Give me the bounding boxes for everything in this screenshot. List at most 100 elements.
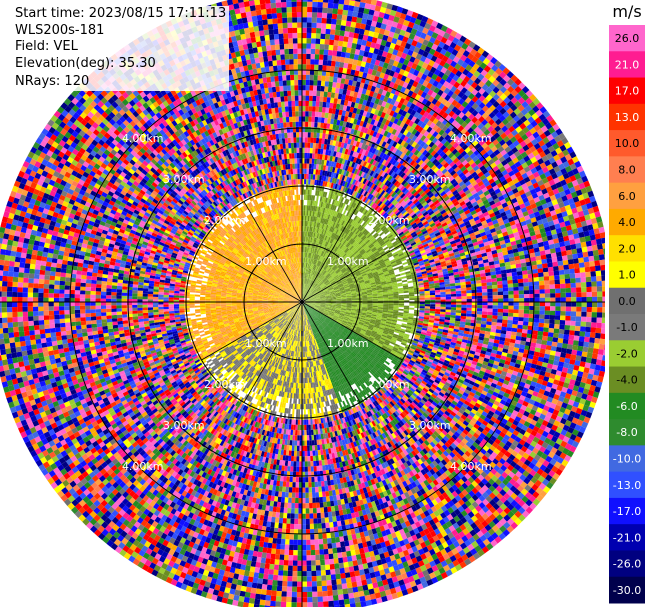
velocity-gate — [311, 269, 314, 275]
velocity-gate — [355, 192, 360, 198]
velocity-gate — [363, 127, 369, 134]
velocity-gate — [328, 237, 332, 243]
velocity-gate — [404, 88, 410, 95]
velocity-gate — [354, 49, 361, 55]
velocity-gate — [374, 87, 380, 94]
velocity-gate — [316, 266, 320, 272]
velocity-gate — [305, 289, 308, 295]
velocity-gate — [315, 254, 318, 260]
velocity-gate — [342, 180, 346, 187]
velocity-gate — [325, 70, 331, 77]
velocity-gate — [309, 268, 312, 275]
velocity-gate — [332, 103, 337, 109]
velocity-gate — [371, 125, 377, 132]
velocity-gate — [306, 53, 311, 60]
velocity-gate — [312, 95, 317, 102]
velocity-gate — [326, 144, 330, 151]
velocity-gate — [302, 147, 305, 153]
velocity-gate — [370, 74, 376, 81]
velocity-gate — [557, 260, 564, 266]
velocity-gate — [302, 48, 307, 54]
velocity-gate — [305, 283, 307, 290]
velocity-gate — [348, 161, 353, 167]
velocity-gate — [506, 276, 513, 281]
velocity-gate — [383, 246, 389, 251]
velocity-gate — [336, 201, 341, 207]
velocity-gate — [332, 124, 337, 131]
velocity-gate — [304, 283, 306, 289]
velocity-gate — [565, 245, 572, 251]
velocity-gate — [307, 273, 309, 279]
velocity-gate — [334, 234, 338, 240]
velocity-gate — [355, 43, 362, 50]
velocity-gate — [377, 77, 384, 84]
velocity-gate — [481, 282, 487, 287]
velocity-gate — [335, 195, 339, 201]
velocity-gate — [417, 48, 425, 56]
velocity-gate — [325, 208, 329, 214]
velocity-gate — [329, 226, 333, 232]
velocity-gate — [320, 228, 323, 234]
velocity-gate — [337, 218, 341, 224]
velocity-gate — [330, 161, 335, 167]
velocity-gate — [311, 205, 314, 211]
velocity-gate — [548, 271, 555, 277]
velocity-gate — [312, 253, 315, 259]
velocity-gate — [358, 98, 364, 105]
velocity-gate — [391, 76, 397, 84]
velocity-gate — [317, 80, 322, 86]
velocity-gate — [573, 258, 579, 264]
velocity-gate — [353, 91, 359, 98]
velocity-gate — [313, 253, 316, 260]
velocity-gate — [324, 138, 328, 145]
velocity-gate — [331, 215, 335, 222]
velocity-gate — [385, 41, 392, 48]
velocity-gate — [327, 236, 331, 243]
velocity-gate — [337, 114, 342, 121]
velocity-gate — [324, 241, 328, 247]
velocity-gate — [322, 101, 327, 108]
velocity-gate — [314, 111, 319, 118]
velocity-gate — [410, 85, 417, 92]
velocity-gate — [322, 180, 326, 187]
velocity-gate — [342, 214, 346, 221]
velocity-gate — [340, 99, 345, 106]
velocity-gate — [383, 13, 390, 20]
velocity-gate — [352, 184, 357, 191]
velocity-gate — [305, 194, 308, 201]
velocity-gate — [308, 106, 313, 112]
velocity-gate — [309, 221, 312, 227]
velocity-gate — [305, 252, 307, 258]
velocity-gate — [413, 35, 420, 42]
velocity-gate — [339, 136, 344, 143]
velocity-gate — [340, 185, 345, 192]
velocity-gate — [377, 33, 384, 40]
velocity-gate — [307, 132, 311, 138]
velocity-gate — [558, 265, 564, 271]
velocity-gate — [414, 76, 421, 83]
velocity-gate — [340, 202, 344, 208]
velocity-gate — [305, 262, 307, 268]
velocity-gate — [538, 276, 545, 282]
velocity-gate — [336, 19, 342, 26]
velocity-gate — [320, 148, 324, 155]
velocity-gate — [359, 66, 365, 73]
velocity-gate — [359, 49, 365, 57]
velocity-gate — [317, 117, 322, 123]
velocity-gate — [360, 61, 367, 68]
velocity-gate — [352, 179, 357, 185]
velocity-gate — [315, 164, 319, 170]
velocity-gate — [302, 288, 304, 294]
velocity-gate — [314, 59, 319, 65]
velocity-gate — [413, 58, 420, 65]
velocity-gate — [313, 80, 318, 86]
velocity-gate — [339, 213, 343, 219]
velocity-gate — [306, 27, 312, 33]
velocity-gate — [316, 180, 320, 186]
velocity-gate — [351, 42, 357, 49]
velocity-gate — [311, 269, 314, 275]
velocity-gate — [349, 26, 356, 33]
velocity-gate — [336, 223, 340, 229]
velocity-gate — [386, 19, 394, 27]
velocity-gate — [384, 57, 391, 64]
